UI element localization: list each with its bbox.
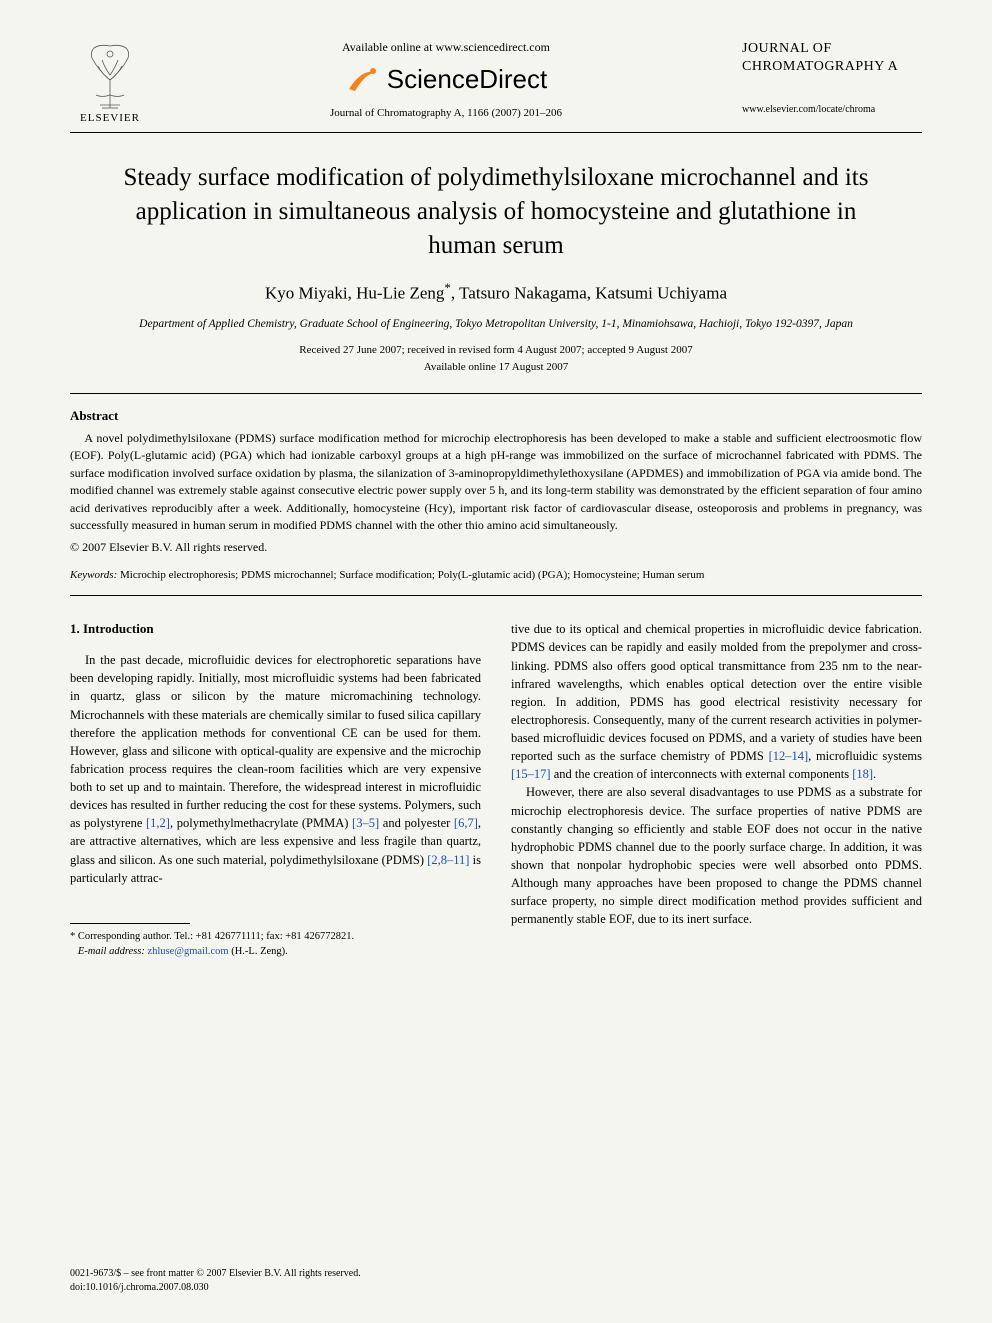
- sciencedirect-logo: ScienceDirect: [170, 61, 722, 97]
- citation-18[interactable]: [18]: [852, 767, 873, 781]
- journal-brand-block: JOURNAL OF CHROMATOGRAPHY A www.elsevier…: [742, 40, 922, 115]
- authors-line: Kyo Miyaki, Hu-Lie Zeng*, Tatsuro Nakaga…: [70, 280, 922, 304]
- p1c-text-b: , microfluidic systems: [808, 749, 922, 763]
- authors-post: , Tatsuro Nakagama, Katsumi Uchiyama: [451, 284, 727, 303]
- sciencedirect-swoosh-icon: [345, 61, 381, 97]
- elsevier-label: ELSEVIER: [80, 112, 140, 124]
- abstract-body: A novel polydimethylsiloxane (PDMS) surf…: [70, 430, 922, 534]
- available-online-text: Available online at www.sciencedirect.co…: [170, 40, 722, 55]
- p1c-text-c: and the creation of interconnects with e…: [551, 767, 853, 781]
- footer-front-matter: 0021-9673/$ – see front matter © 2007 El…: [70, 1267, 361, 1281]
- abstract-top-rule: [70, 393, 922, 394]
- body-columns: 1. Introduction In the past decade, micr…: [70, 620, 922, 959]
- dates-online: Available online 17 August 2007: [70, 359, 922, 376]
- header: ELSEVIER Available online at www.science…: [70, 40, 922, 124]
- footer-doi: doi:10.1016/j.chroma.2007.08.030: [70, 1281, 361, 1295]
- intro-paragraph-1: In the past decade, microfluidic devices…: [70, 651, 481, 887]
- keywords-label: Keywords:: [70, 569, 117, 581]
- article-dates: Received 27 June 2007; received in revis…: [70, 342, 922, 375]
- abstract-heading: Abstract: [70, 408, 922, 424]
- footnote-rule: [70, 923, 190, 924]
- citation-3-5[interactable]: [3–5]: [352, 816, 379, 830]
- corresponding-footnote: * Corresponding author. Tel.: +81 426771…: [70, 930, 481, 959]
- affiliation: Department of Applied Chemistry, Graduat…: [70, 316, 922, 332]
- p1-text-c: and polyester: [379, 816, 454, 830]
- footnote-corresp: Corresponding author. Tel.: +81 42677111…: [75, 931, 354, 942]
- citation-15-17[interactable]: [15–17]: [511, 767, 551, 781]
- elsevier-logo: ELSEVIER: [70, 40, 150, 124]
- p1c-text-a: tive due to its optical and chemical pro…: [511, 622, 922, 763]
- footnote-email-tail: (H.-L. Zeng).: [229, 946, 288, 957]
- journal-reference: Journal of Chromatography A, 1166 (2007)…: [170, 107, 722, 119]
- keywords-list: Microchip electrophoresis; PDMS microcha…: [117, 569, 704, 581]
- p1-text-a: In the past decade, microfluidic devices…: [70, 653, 481, 830]
- copyright-line: © 2007 Elsevier B.V. All rights reserved…: [70, 540, 922, 555]
- citation-6-7[interactable]: [6,7]: [454, 816, 478, 830]
- footnote-email[interactable]: zhluse@gmail.com: [145, 946, 229, 957]
- column-left: 1. Introduction In the past decade, micr…: [70, 620, 481, 959]
- journal-brand-line1: JOURNAL OF: [742, 40, 922, 58]
- p1-text-b: , polymethylmethacrylate (PMMA): [170, 816, 352, 830]
- article-title: Steady surface modification of polydimet…: [70, 161, 922, 262]
- header-divider: [70, 132, 922, 133]
- authors-pre: Kyo Miyaki, Hu-Lie Zeng: [265, 284, 444, 303]
- citation-2-8-11[interactable]: [2,8–11]: [427, 853, 469, 867]
- citation-1-2[interactable]: [1,2]: [146, 816, 170, 830]
- intro-paragraph-2: However, there are also several disadvan…: [511, 783, 922, 928]
- abstract-bottom-rule: [70, 595, 922, 596]
- column-right: tive due to its optical and chemical pro…: [511, 620, 922, 959]
- citation-12-14[interactable]: [12–14]: [769, 749, 809, 763]
- page-footer: 0021-9673/$ – see front matter © 2007 El…: [70, 1267, 361, 1295]
- keywords-line: Keywords: Microchip electrophoresis; PDM…: [70, 569, 922, 581]
- section-1-heading: 1. Introduction: [70, 620, 481, 639]
- dates-received: Received 27 June 2007; received in revis…: [70, 342, 922, 359]
- intro-paragraph-1-cont: tive due to its optical and chemical pro…: [511, 620, 922, 783]
- footnote-email-label: E-mail address:: [78, 946, 145, 957]
- journal-brand-line2: CHROMATOGRAPHY A: [742, 58, 922, 76]
- p1c-text-d: .: [873, 767, 876, 781]
- journal-url[interactable]: www.elsevier.com/locate/chroma: [742, 104, 922, 115]
- center-header: Available online at www.sciencedirect.co…: [150, 40, 742, 119]
- elsevier-tree-icon: [80, 40, 140, 110]
- sciencedirect-label: ScienceDirect: [387, 64, 547, 95]
